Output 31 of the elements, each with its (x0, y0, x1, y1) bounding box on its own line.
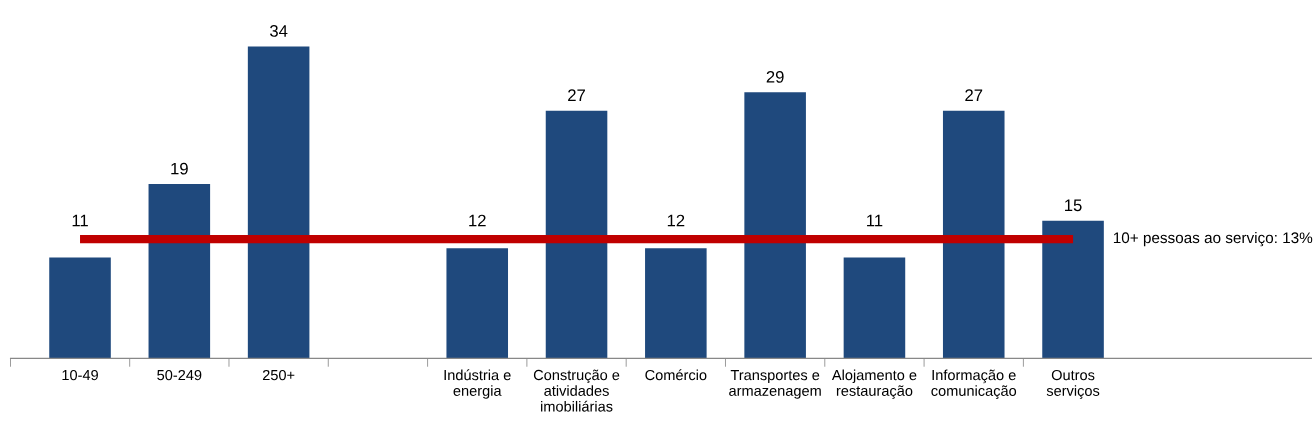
x-tick-label: Indústria e energia (444, 369, 511, 399)
bar (645, 248, 707, 359)
x-tick-label: 50-249 (157, 369, 202, 381)
bar (1042, 220, 1104, 359)
x-tick-label: 250+ (262, 369, 295, 381)
data-label: 12 (667, 214, 685, 227)
data-label: 11 (867, 214, 883, 227)
bar (148, 184, 211, 359)
x-tick-label: Transportes e armazenagem (729, 370, 821, 399)
bar (247, 46, 310, 359)
bar (49, 257, 111, 359)
data-label: 29 (766, 70, 784, 83)
data-label: 27 (965, 89, 983, 101)
bar (744, 92, 806, 359)
bar (446, 248, 509, 359)
x-tick-label: Informação e comunicação (931, 369, 1017, 399)
data-label: 34 (270, 25, 288, 37)
ref-line-label: 10+ pessoas ao serviço: 13% (1113, 231, 1313, 247)
x-tick-label: Outros serviços (1046, 369, 1100, 399)
x-tick-label: Comércio (645, 369, 707, 381)
bar (545, 110, 608, 359)
bar (942, 110, 1005, 359)
data-label: 19 (171, 162, 188, 175)
data-label: 27 (568, 89, 585, 101)
x-tick-label: Construção e atividades imobiliárias (533, 369, 620, 412)
bar (843, 257, 906, 359)
data-label: 12 (469, 214, 486, 227)
x-tick-label: Alojamento e restauração (831, 369, 917, 399)
data-label: 11 (72, 214, 88, 227)
x-tick-label: 10-49 (62, 369, 98, 381)
data-label: 15 (1065, 199, 1082, 212)
